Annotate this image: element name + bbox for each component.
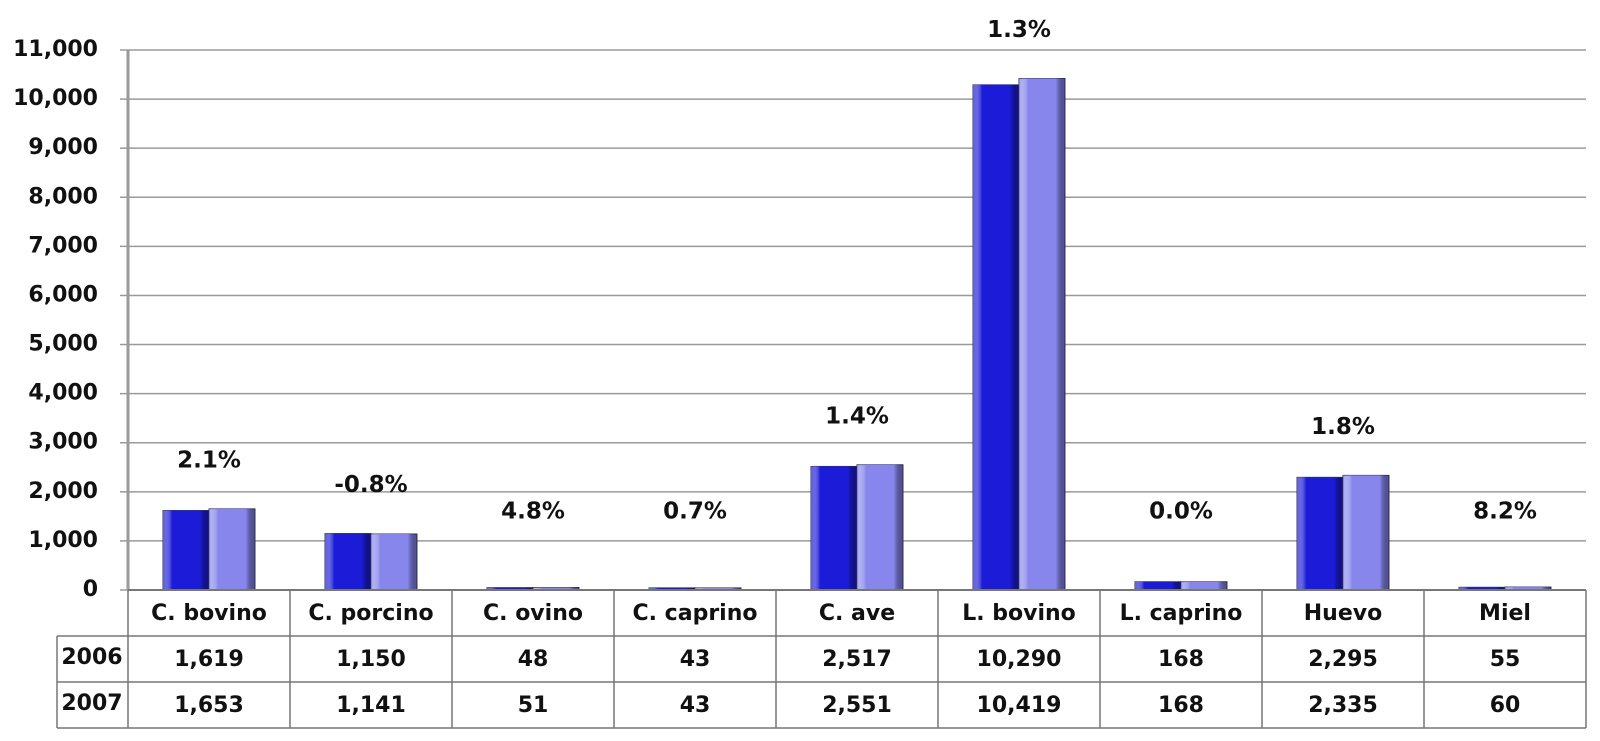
annotation: 4.8% <box>501 499 565 525</box>
x-tick-label: L. caprino <box>1120 601 1243 626</box>
table-cell: 55 <box>1490 647 1521 672</box>
table-cell: 2,335 <box>1308 693 1378 718</box>
table-cell: 43 <box>680 693 711 718</box>
annotation: 0.0% <box>1149 499 1213 525</box>
table-cell: 168 <box>1158 647 1204 672</box>
table-cell: 1,653 <box>174 693 244 718</box>
table-cell: 1,619 <box>174 647 244 672</box>
bar <box>370 533 418 591</box>
x-tick-label: C. porcino <box>308 601 433 626</box>
x-tick-label: C. ave <box>819 601 895 626</box>
table-cell: 48 <box>518 647 549 672</box>
annotation: 8.2% <box>1473 499 1537 525</box>
annotation: 1.4% <box>825 403 889 429</box>
x-tick-label: Huevo <box>1304 601 1382 626</box>
bar <box>856 464 904 591</box>
annotation: 1.3% <box>987 17 1051 43</box>
legend-label: 2007 <box>61 691 122 716</box>
y-tick-label: 2,000 <box>28 479 98 504</box>
table-cell: 2,295 <box>1308 647 1378 672</box>
bar <box>1018 78 1066 591</box>
table-cell: 10,419 <box>977 693 1062 718</box>
x-tick-label: L. bovino <box>962 601 1076 626</box>
bar <box>162 510 210 591</box>
bar <box>208 508 256 591</box>
y-tick-label: 1,000 <box>28 528 98 553</box>
y-tick-label: 5,000 <box>28 332 98 357</box>
table-cell: 51 <box>518 693 549 718</box>
table-cell: 1,150 <box>336 647 406 672</box>
y-tick-label: 10,000 <box>13 86 98 111</box>
bar <box>324 533 372 591</box>
table-cell: 2,517 <box>822 647 892 672</box>
annotation: 0.7% <box>663 499 727 525</box>
annotation: 2.1% <box>177 447 241 473</box>
x-tick-label: C. bovino <box>151 601 267 626</box>
y-tick-label: 7,000 <box>28 233 98 258</box>
bar <box>1296 476 1344 591</box>
table-cell: 2,551 <box>822 693 892 718</box>
table-cell: 1,141 <box>336 693 406 718</box>
annotation: 1.8% <box>1311 414 1375 440</box>
table-cell: 60 <box>1490 693 1521 718</box>
table-cell: 10,290 <box>977 647 1062 672</box>
table-cell: 43 <box>680 647 711 672</box>
y-tick-label: 8,000 <box>28 184 98 209</box>
bar <box>1180 581 1228 591</box>
y-tick-label: 11,000 <box>13 37 98 62</box>
x-tick-label: C. caprino <box>633 601 758 626</box>
y-tick-label: 4,000 <box>28 381 98 406</box>
legend-label: 2006 <box>61 645 122 670</box>
y-tick-label: 6,000 <box>28 282 98 307</box>
x-tick-label: Miel <box>1479 601 1531 626</box>
bar <box>972 84 1020 591</box>
bar <box>1342 474 1390 591</box>
y-tick-label: 3,000 <box>28 430 98 455</box>
annotation: -0.8% <box>334 472 407 498</box>
y-tick-label: 9,000 <box>28 135 98 160</box>
y-tick-label: 0 <box>83 577 98 602</box>
table-cell: 168 <box>1158 693 1204 718</box>
bar <box>810 465 858 591</box>
x-tick-label: C. ovino <box>483 601 583 626</box>
bar <box>1134 581 1182 591</box>
